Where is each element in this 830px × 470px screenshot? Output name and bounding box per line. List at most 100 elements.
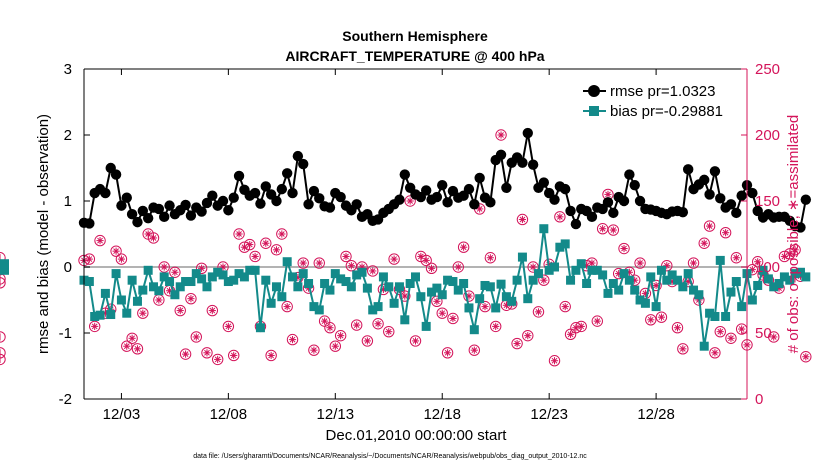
- legend-rmse-marker: [588, 85, 600, 97]
- rmse-point: [137, 205, 149, 217]
- obs-possible-marker: [634, 257, 646, 269]
- obs-possible-marker: [452, 261, 464, 273]
- bias-point: [394, 282, 404, 292]
- obs-assimilated-marker: [492, 322, 500, 330]
- obs-possible-marker: [334, 329, 347, 342]
- bias-point: [603, 288, 613, 298]
- rmse-point: [736, 190, 747, 201]
- obs-possible-marker: [222, 320, 235, 333]
- obs-assimilated-marker: [230, 351, 238, 360]
- rmse-point: [314, 193, 325, 204]
- bias-point: [202, 282, 212, 292]
- bias-point: [213, 267, 223, 277]
- rmse-point: [249, 187, 261, 199]
- axes-layer: -2 -1 0 1 2 3 0 50 100 150 200 250 12/03 12/08 12/13 12…: [59, 61, 780, 423]
- legend: rmse pr=1.0323 bias pr=-0.29881: [578, 76, 746, 124]
- rmse-point: [84, 218, 95, 229]
- obs-possible-marker: [0, 331, 6, 343]
- bias-point: [298, 269, 308, 279]
- obs-possible-marker: [367, 265, 379, 277]
- bias-point: [448, 277, 458, 287]
- bias-point: [517, 252, 527, 262]
- bias-point: [84, 277, 94, 287]
- obs-assimilated-marker: [128, 334, 136, 342]
- obs-possible-marker: [313, 257, 325, 269]
- bias-point: [304, 279, 314, 288]
- bias-point: [640, 298, 650, 308]
- obs-assimilated-marker: [96, 237, 104, 245]
- obs-assimilated-marker: [513, 339, 521, 348]
- bias-point: [507, 296, 517, 306]
- bias-point: [731, 277, 741, 287]
- bias-point: [779, 272, 789, 282]
- bias-point: [587, 265, 597, 275]
- obs-possible-marker: [147, 232, 160, 244]
- obs-assimilated-marker: [85, 255, 93, 263]
- obs-possible-marker: [420, 254, 432, 267]
- bias-point: [555, 242, 565, 252]
- obs-possible-marker: [703, 220, 716, 232]
- obs-possible-marker: [158, 261, 170, 273]
- x-axis-label: Dec.01,2010 00:00:00 start: [326, 427, 508, 444]
- rmse-point: [709, 166, 721, 177]
- bias-point: [533, 269, 543, 279]
- data-file-footnote: data file: /Users/gharamti/Documents/NCA…: [193, 453, 587, 460]
- obs-assimilated-marker: [438, 309, 446, 317]
- rmse-point: [747, 187, 758, 199]
- bias-point: [288, 272, 298, 282]
- obs-possible-marker: [372, 318, 384, 330]
- obs-possible-marker: [511, 337, 523, 350]
- rmse-point: [351, 199, 362, 210]
- bias-point: [405, 279, 415, 288]
- obs-possible-marker: [88, 320, 101, 333]
- obs-assimilated-marker: [262, 239, 270, 247]
- obs-assimilated-marker: [267, 351, 275, 360]
- obs-assimilated-marker: [144, 230, 152, 238]
- rmse-point: [335, 191, 346, 203]
- obs-assimilated-marker: [187, 295, 195, 303]
- obs-possible-marker: [169, 266, 181, 278]
- bias-point: [801, 272, 811, 282]
- obs-possible-marker: [618, 242, 630, 255]
- rmse-point: [495, 149, 507, 160]
- obs-assimilated-marker: [149, 234, 158, 242]
- bias-point: [0, 265, 9, 275]
- obs-assimilated-marker: [604, 190, 612, 198]
- bias-point: [705, 308, 715, 318]
- rmse-point: [292, 150, 304, 162]
- obs-possible-marker: [0, 353, 6, 366]
- obs-possible-marker: [463, 290, 475, 302]
- bias-point: [362, 283, 372, 293]
- obs-possible-marker: [340, 250, 352, 263]
- obs-possible-marker: [211, 353, 224, 366]
- bias-point: [378, 272, 388, 282]
- rmse-point: [196, 206, 207, 217]
- obs-possible-marker: [490, 320, 502, 333]
- obs-possible-marker: [121, 340, 133, 352]
- bias-point: [715, 255, 725, 265]
- obs-assimilated-marker: [732, 254, 740, 262]
- obs-possible-marker: [479, 300, 491, 313]
- bias-point: [293, 282, 303, 292]
- rmse-point: [110, 169, 122, 180]
- obs-possible-marker: [484, 252, 497, 264]
- rmse-point: [800, 194, 812, 205]
- bias-point: [726, 287, 736, 297]
- obs-possible-marker: [532, 306, 545, 318]
- obs-possible-marker: [324, 322, 336, 334]
- bias-point: [336, 274, 346, 284]
- obs-assimilated-marker: [123, 342, 131, 350]
- rmse-point: [795, 222, 806, 233]
- obs-possible-marker: [329, 340, 341, 352]
- bias-point: [769, 282, 779, 292]
- y-right-tick-label: 200: [755, 127, 780, 144]
- bias-point: [357, 267, 367, 277]
- rmse-point: [538, 177, 550, 188]
- obs-assimilated-marker: [208, 306, 216, 315]
- bias-point: [165, 277, 175, 287]
- obs-assimilated-marker: [497, 131, 505, 139]
- obs-possible-marker: [388, 253, 400, 265]
- obs-possible-marker: [789, 244, 801, 256]
- obs-assimilated-marker: [219, 263, 227, 271]
- obs-possible-marker: [110, 245, 122, 257]
